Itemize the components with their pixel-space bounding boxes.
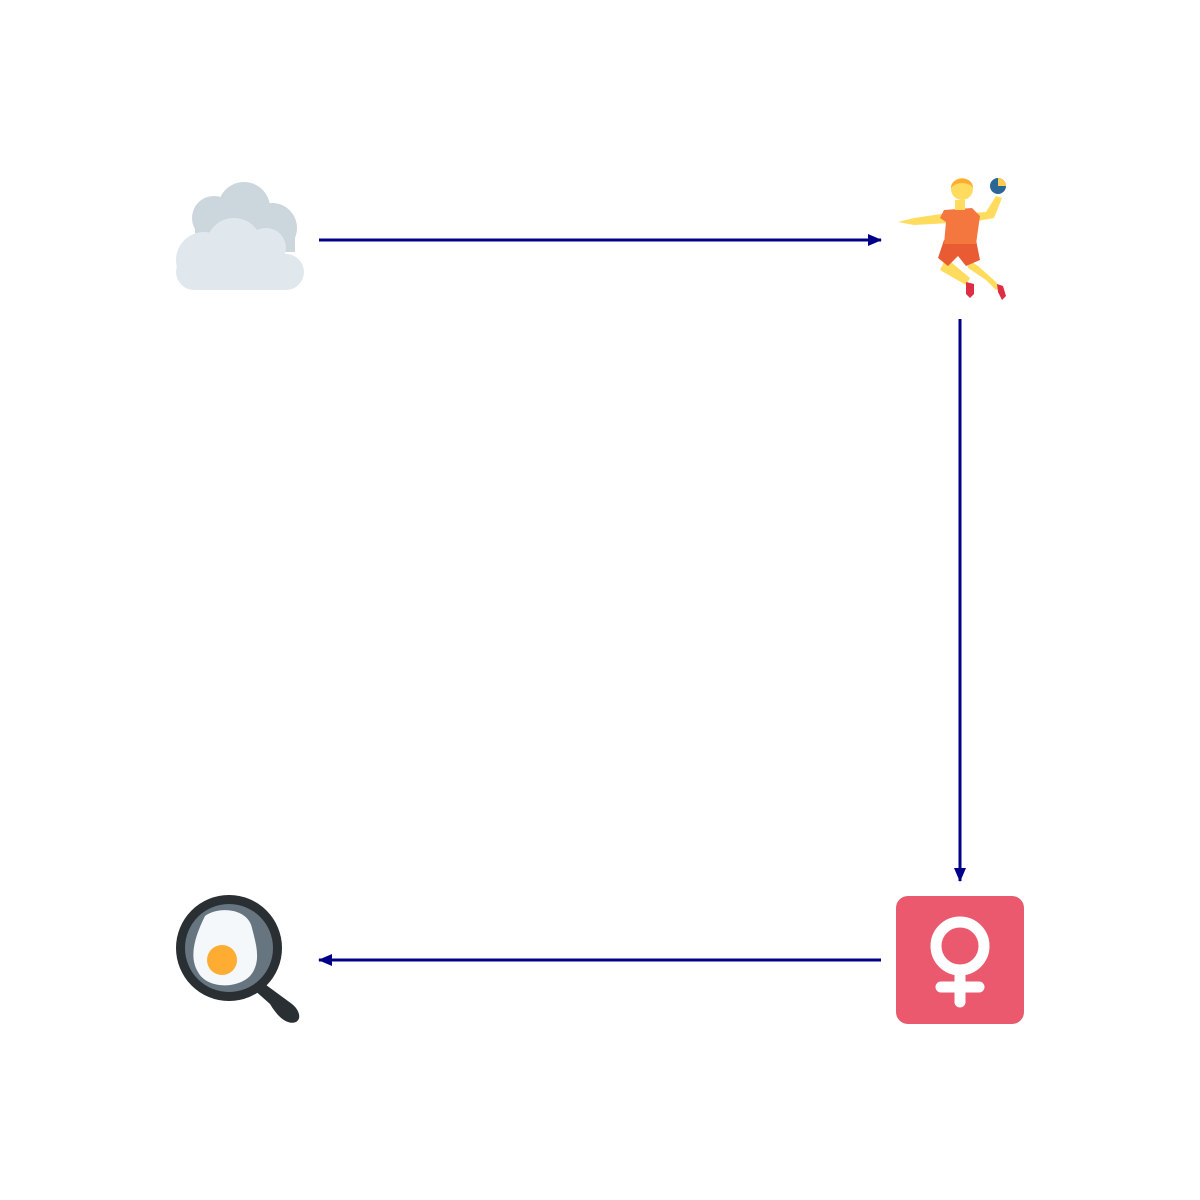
cooking-egg-icon [176,895,300,1023]
cloud-icon [176,182,304,290]
person-playing-handball-icon [898,178,1006,300]
female-sign-icon [896,896,1024,1024]
